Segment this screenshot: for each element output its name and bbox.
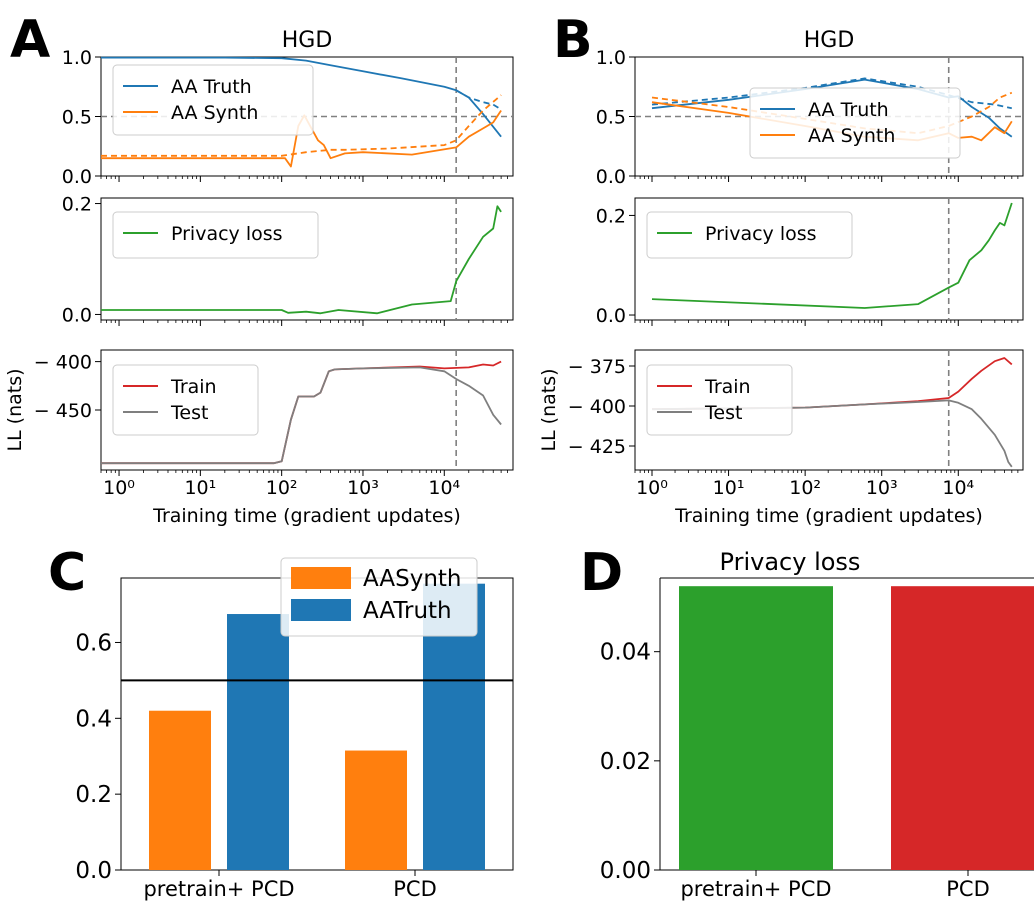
y-tick-label: 0.5 (596, 107, 626, 129)
x-tick-label: 10⁰ (103, 477, 135, 499)
x-tick-label: pretrain+ PCD (680, 877, 831, 901)
legend-box (646, 364, 793, 436)
y-tick-label: 0.04 (600, 640, 651, 666)
y-tick-label: 0.6 (75, 630, 112, 656)
aasynth-bar (345, 750, 407, 870)
legend-swatch (291, 567, 351, 589)
truth-dashed-line (455, 89, 502, 111)
x-tick-label: 10⁴ (942, 477, 974, 499)
test-line (651, 399, 1013, 468)
x-tick-label: 10² (789, 477, 821, 499)
legend-box (112, 211, 319, 259)
x-tick-label: 10¹ (713, 477, 745, 499)
legend-label: AA Truth (171, 76, 252, 98)
y-tick-label: − 400 (568, 396, 626, 418)
legend-box (112, 364, 259, 436)
plot-frame-b-mid (634, 197, 1024, 321)
x-tick-label: 10⁰ (636, 477, 668, 499)
panel-label-b: B (553, 10, 593, 70)
privacy-loss-bar (891, 586, 1034, 870)
legend-swatch (291, 599, 351, 621)
aa-synth-line (101, 110, 502, 168)
legend-label: Privacy loss (705, 223, 817, 245)
aatruth-bar (227, 614, 289, 870)
y-tick-label: 0.0 (596, 305, 626, 327)
legend-label: AA Synth (171, 102, 258, 124)
plot-title-b-top: HGD (804, 28, 855, 53)
privacy-loss-bar (679, 586, 833, 870)
y-tick-label: 0.4 (75, 706, 112, 732)
y-axis-label: LL (nats) (538, 368, 560, 451)
x-tick-label: 10³ (866, 477, 898, 499)
privacy-loss-line (651, 202, 1013, 309)
y-tick-label: 0.0 (62, 304, 92, 326)
x-tick-label: PCD (946, 877, 990, 901)
privacy-loss-line (101, 205, 502, 315)
y-tick-label: − 450 (34, 400, 92, 422)
legend-label: AASynth (363, 566, 462, 592)
plot-frame-a-mid (100, 197, 514, 321)
legend-label: Train (170, 376, 217, 398)
legend-box (749, 87, 961, 159)
legend-box (646, 211, 853, 259)
y-tick-label: 0.2 (596, 205, 626, 227)
panel-label-a: A (10, 10, 50, 70)
y-axis-label: LL (nats) (4, 368, 26, 451)
aa-truth-line (101, 56, 502, 138)
y-tick-label: 0.5 (62, 107, 92, 129)
x-tick-label: 10¹ (184, 477, 216, 499)
legend-label: AATruth (363, 598, 452, 624)
panel-label-c: C (48, 543, 86, 603)
y-tick-label: 0.0 (596, 166, 626, 188)
legend-label: Test (170, 402, 208, 424)
x-axis-label: Training time (gradient updates) (674, 505, 983, 527)
x-axis-label: Training time (gradient updates) (152, 505, 461, 527)
synth-dashed-line (101, 94, 502, 157)
aasynth-bar (149, 710, 211, 870)
y-tick-label: 0.2 (75, 782, 112, 808)
charts-layer: 0.0 0.5 1.0 HGD AA Truth AA Synth 0.0 0.2 Privac… (4, 28, 1034, 901)
y-tick-label: − 375 (568, 356, 626, 378)
test-line (101, 366, 502, 465)
legend-label: AA Truth (808, 99, 889, 121)
y-tick-label: 0.02 (600, 749, 651, 775)
y-tick-label: 0.2 (62, 194, 92, 216)
x-tick-label: 10³ (347, 477, 379, 499)
legend-label: Test (704, 402, 742, 424)
legend-label: Train (704, 376, 751, 398)
plot-title-d: Privacy loss (720, 548, 861, 576)
plot-frame-b-bot (634, 349, 1024, 471)
panel-label-d: D (580, 543, 623, 603)
plot-title-a-top: HGD (282, 28, 333, 53)
y-tick-label: 0.00 (600, 858, 651, 884)
legend-box (112, 64, 314, 136)
y-tick-label: 1.0 (596, 47, 626, 69)
x-tick-label: 10⁴ (428, 477, 460, 499)
x-tick-label: PCD (393, 877, 437, 901)
legend-label: Privacy loss (171, 223, 283, 245)
y-tick-label: 1.0 (62, 47, 92, 69)
y-tick-label: − 425 (568, 436, 626, 458)
legend-label: AA Synth (808, 125, 895, 147)
x-tick-label: 10² (266, 477, 298, 499)
y-tick-label: 0.0 (62, 166, 92, 188)
x-tick-label: pretrain+ PCD (143, 877, 294, 901)
y-tick-label: − 400 (34, 352, 92, 374)
y-tick-label: 0.0 (75, 858, 112, 884)
